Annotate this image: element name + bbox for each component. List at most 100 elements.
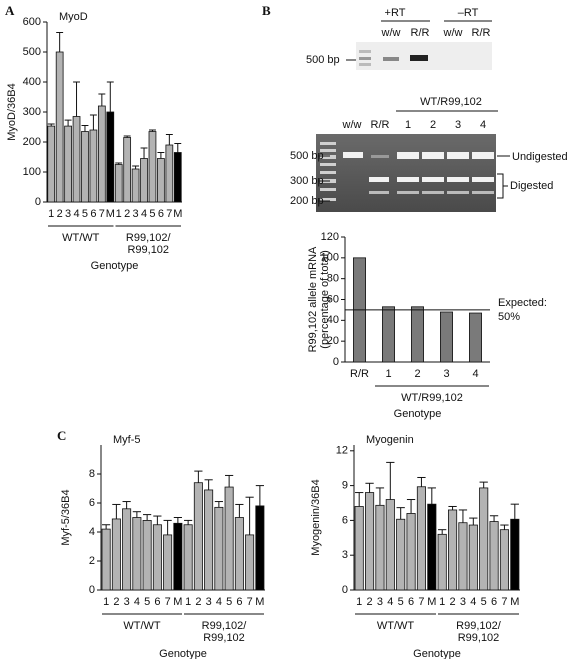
chart-title: Myf-5 — [113, 434, 141, 446]
lane-label: 4 — [480, 119, 486, 131]
x-tick-label: 3 — [460, 596, 466, 608]
x-tick-label: 2 — [57, 208, 63, 220]
bar — [354, 506, 364, 591]
bar — [193, 482, 203, 591]
y-tick-label: 6 — [342, 514, 348, 526]
bar — [131, 168, 140, 203]
x-tick-label: 2 — [195, 596, 201, 608]
marker-label: 500 bp — [306, 54, 340, 66]
bar — [163, 534, 173, 591]
marker-label: 200 bp — [290, 195, 324, 207]
bar — [375, 504, 385, 591]
bar — [255, 505, 265, 591]
bar — [89, 129, 98, 203]
lane-label: 1 — [405, 119, 411, 131]
bar — [458, 522, 468, 591]
x-tick-label: 5 — [398, 596, 404, 608]
bracket — [497, 173, 508, 199]
gel-band — [410, 55, 428, 61]
x-tick-label: 4 — [73, 208, 79, 220]
x-tick-label: M — [173, 596, 182, 608]
y-tick-label: 3 — [342, 549, 348, 561]
x-tick-label: 5 — [82, 208, 88, 220]
x-tick-label: 5 — [481, 596, 487, 608]
x-tick-label: 5 — [226, 596, 232, 608]
marker-label: 500 bp — [290, 150, 324, 162]
x-tick-label: 7 — [501, 596, 507, 608]
group-label: R99,102 — [127, 244, 169, 256]
x-tick-label: 6 — [154, 596, 160, 608]
group-label: R99,102 — [203, 632, 245, 644]
x-tick-label: 1 — [185, 596, 191, 608]
group-label: WT/WT — [123, 620, 161, 632]
bar — [468, 524, 478, 591]
x-axis-label: Genotype — [394, 408, 442, 420]
bar — [416, 486, 426, 591]
band-label: Undigested — [512, 151, 568, 163]
x-tick-label: 3 — [206, 596, 212, 608]
group-label: WT/R99,102 — [420, 96, 482, 108]
x-tick-label: 4 — [387, 596, 393, 608]
lane-label: w/w — [381, 27, 401, 39]
x-tick-label: M — [106, 208, 115, 220]
bar — [510, 518, 520, 591]
bar — [427, 503, 437, 591]
y-tick-label: 2 — [89, 555, 95, 567]
bar — [382, 306, 395, 363]
y-tick-label: 20 — [327, 335, 339, 347]
gel-image — [316, 134, 496, 212]
bar — [411, 306, 424, 363]
marker-label: 300 bp — [290, 175, 324, 187]
lane-label: 3 — [455, 119, 461, 131]
bar — [55, 51, 64, 203]
x-tick-label: 4 — [141, 208, 147, 220]
x-tick-label: 1 — [356, 596, 362, 608]
bar — [385, 499, 395, 591]
x-tick-label: 7 — [165, 596, 171, 608]
y-tick-label: 300 — [23, 106, 41, 118]
x-tick-label: 3 — [443, 368, 449, 380]
y-tick-label: 60 — [327, 293, 339, 305]
bar — [489, 521, 499, 591]
x-tick-label: 5 — [144, 596, 150, 608]
x-tick-label: 3 — [65, 208, 71, 220]
gel-band — [359, 57, 371, 60]
x-tick-label: 2 — [124, 208, 130, 220]
bar — [81, 131, 89, 203]
y-tick-label: 0 — [35, 196, 41, 208]
group-label: R99,102/ — [456, 620, 502, 632]
x-tick-label: 5 — [149, 208, 155, 220]
bar — [448, 509, 458, 591]
x-axis-label: Genotype — [91, 260, 139, 272]
x-tick-label: 6 — [90, 208, 96, 220]
gel-band — [359, 63, 371, 66]
chart-title: Myogenin — [366, 434, 414, 446]
group-label: R99,102 — [458, 632, 500, 644]
lane-label: w/w — [443, 27, 463, 39]
panel-letter: A — [5, 3, 15, 18]
reference-label: 50% — [498, 311, 520, 323]
bar — [406, 513, 416, 591]
x-tick-label: 1 — [116, 208, 122, 220]
bar — [204, 489, 214, 591]
x-tick-label: 6 — [158, 208, 164, 220]
gel-header: –RT — [458, 7, 479, 19]
x-tick-label: 6 — [408, 596, 414, 608]
x-tick-label: 4 — [472, 368, 478, 380]
lane-label: w/w — [342, 119, 362, 131]
gel-header: +RT — [385, 7, 406, 19]
group-label: R99,102/ — [202, 620, 248, 632]
x-tick-label: 1 — [48, 208, 54, 220]
lane-label: 2 — [430, 119, 436, 131]
bar — [365, 492, 375, 591]
x-tick-label: 2 — [414, 368, 420, 380]
bar — [499, 529, 509, 591]
reference-label: Expected: — [498, 297, 547, 309]
bar — [479, 487, 489, 591]
group-label: WT/WT — [377, 620, 415, 632]
y-tick-label: 12 — [336, 445, 348, 457]
bar — [157, 158, 165, 203]
bar — [64, 125, 72, 203]
bar — [183, 524, 193, 591]
